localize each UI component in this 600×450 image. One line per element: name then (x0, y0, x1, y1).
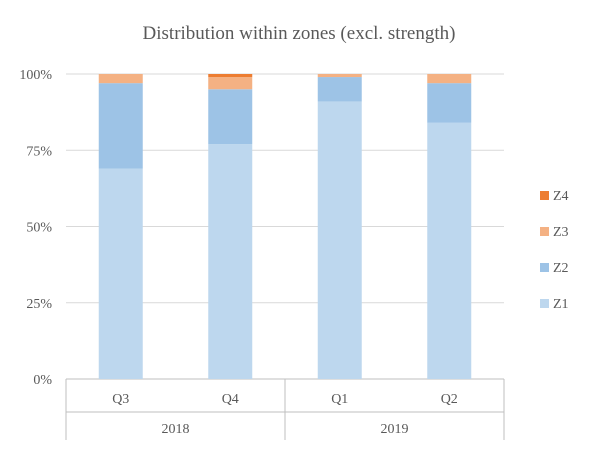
bar-segment-z4 (208, 74, 253, 78)
chart-title: Distribution within zones (excl. strengt… (143, 23, 456, 44)
bar-segment-z1 (317, 101, 362, 379)
legend-swatch-z3 (540, 227, 549, 236)
y-tick-label: 50% (26, 221, 52, 236)
legend-swatch-z2 (540, 263, 549, 272)
legend-label: Z3 (553, 225, 569, 240)
legend-swatch-z4 (540, 191, 549, 200)
x-tick-label: Q1 (331, 392, 348, 407)
x-tick-label: Q3 (112, 392, 129, 407)
x-tick-label: Q2 (441, 392, 458, 407)
legend-label: Z2 (553, 261, 569, 276)
bar-segment-z1 (98, 168, 143, 379)
y-tick-label: 25% (26, 297, 52, 312)
y-tick-label: 100% (19, 68, 52, 83)
x-group-label: 2019 (381, 422, 409, 437)
x-tick-label: Q4 (222, 392, 239, 407)
legend: Z4 Z3 Z2 Z1 (540, 189, 569, 312)
legend-label: Z1 (553, 297, 569, 312)
bars (98, 74, 472, 380)
bar-segment-z2 (317, 77, 362, 102)
bar-segment-z3 (208, 77, 253, 90)
bar-segment-z3 (427, 74, 472, 84)
bar-segment-z1 (427, 122, 472, 380)
y-tick-label: 75% (26, 144, 52, 159)
legend-label: Z4 (553, 189, 569, 204)
x-group-label: 2018 (162, 422, 190, 437)
x-axis: Q3 Q4 Q1 Q2 2018 2019 (65, 379, 505, 440)
legend-swatch-z1 (540, 299, 549, 308)
bar-segment-z3 (98, 74, 143, 84)
bar-segment-z3 (317, 74, 362, 78)
bar-segment-z2 (208, 89, 253, 145)
y-axis-ticks: 0% 25% 50% 75% 100% (19, 68, 52, 388)
bar-segment-z2 (427, 83, 472, 123)
bar-segment-z1 (208, 144, 253, 379)
y-tick-label: 0% (33, 373, 52, 388)
bar-segment-z2 (98, 83, 143, 169)
